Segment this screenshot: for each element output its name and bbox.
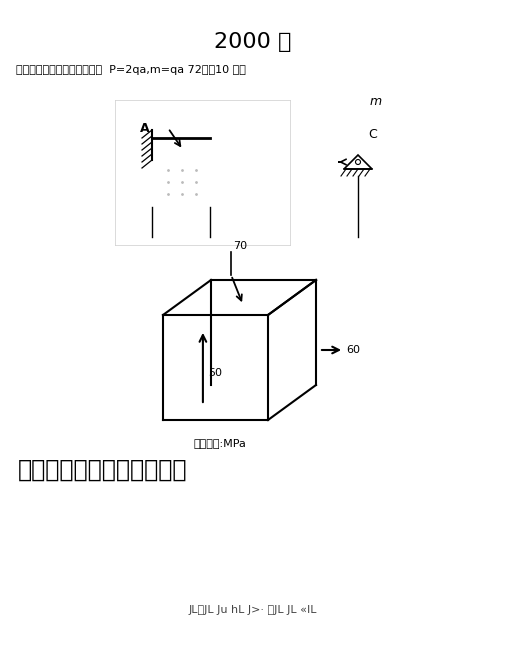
Text: m: m bbox=[369, 95, 381, 108]
Text: 2000 年: 2000 年 bbox=[214, 32, 291, 52]
Text: C: C bbox=[367, 128, 376, 141]
Text: JL：JL Ju hL J>· ＜JL JL «IL: JL：JL Ju hL J>· ＜JL JL «IL bbox=[188, 605, 317, 615]
Text: A: A bbox=[140, 122, 149, 135]
Text: 70: 70 bbox=[233, 241, 247, 251]
Text: 、作图示结构的内力图，其中  P=2qa,m=qa 72。（10 分）: 、作图示结构的内力图，其中 P=2qa,m=qa 72。（10 分） bbox=[16, 65, 245, 75]
Text: 50: 50 bbox=[208, 367, 222, 378]
Text: 应力单位:MPa: 应力单位:MPa bbox=[193, 438, 246, 448]
Text: 60: 60 bbox=[345, 345, 359, 355]
Text: 吉林大学材料力学考研真题: 吉林大学材料力学考研真题 bbox=[18, 458, 187, 482]
